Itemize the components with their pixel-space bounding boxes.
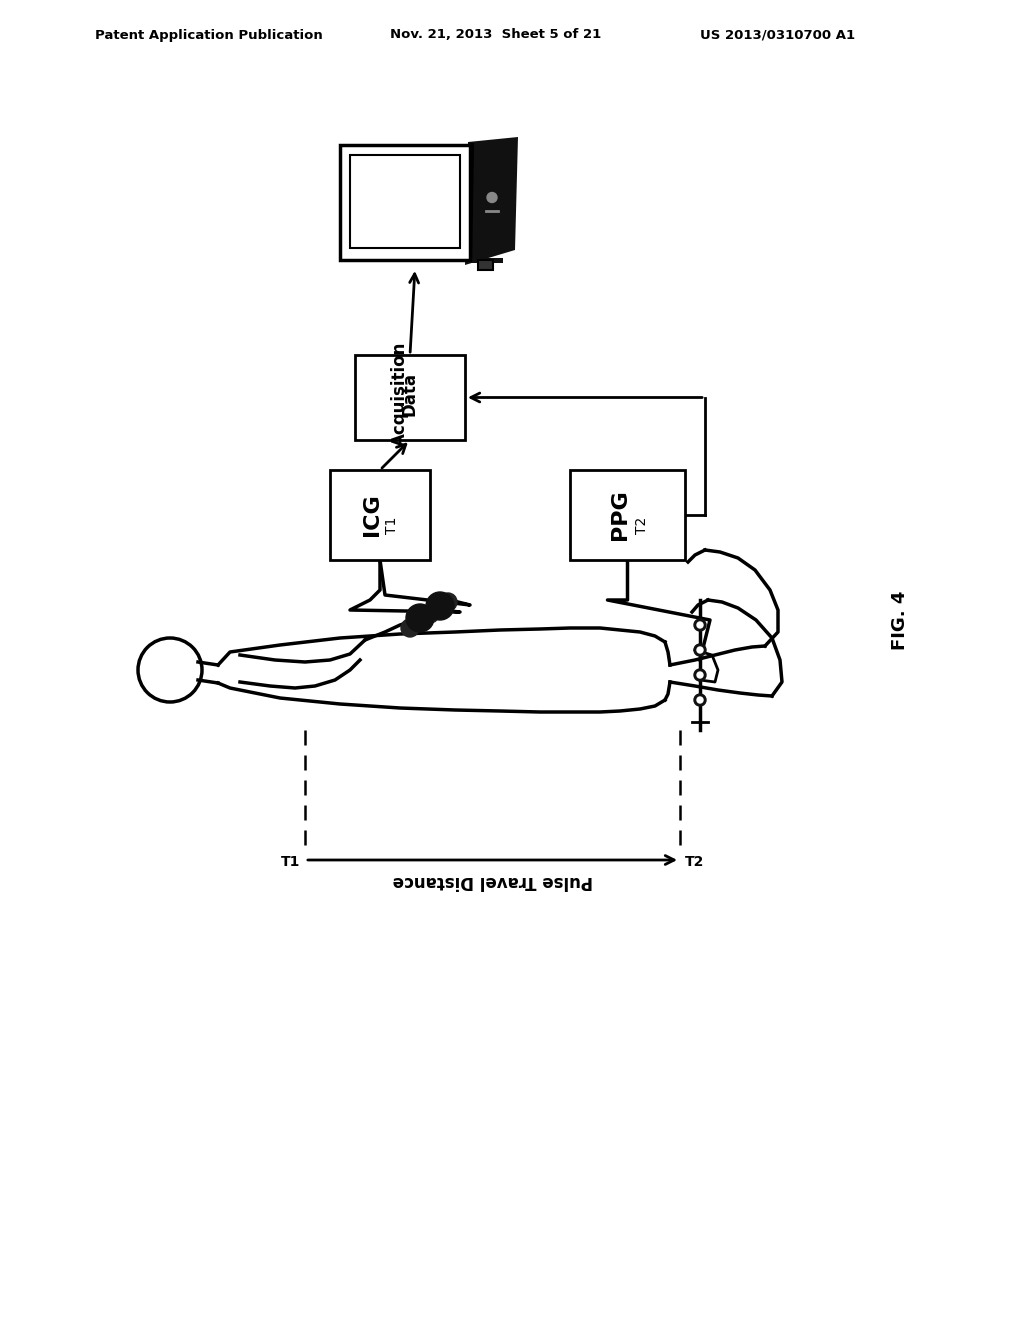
Text: FIG. 4: FIG. 4 (891, 590, 909, 649)
Circle shape (697, 647, 703, 653)
Text: T2: T2 (635, 516, 648, 533)
Text: Nov. 21, 2013  Sheet 5 of 21: Nov. 21, 2013 Sheet 5 of 21 (390, 29, 601, 41)
Circle shape (421, 605, 439, 623)
Circle shape (406, 605, 434, 632)
Text: PPG: PPG (609, 490, 630, 540)
FancyBboxPatch shape (468, 257, 503, 263)
Text: US 2013/0310700 A1: US 2013/0310700 A1 (700, 29, 855, 41)
Text: Patent Application Publication: Patent Application Publication (95, 29, 323, 41)
FancyBboxPatch shape (570, 470, 685, 560)
Circle shape (694, 669, 706, 681)
Text: Data: Data (401, 371, 419, 416)
Circle shape (697, 622, 703, 628)
Text: Pulse Travel Distance: Pulse Travel Distance (392, 873, 593, 890)
Circle shape (694, 619, 706, 631)
FancyBboxPatch shape (355, 355, 465, 440)
Text: ICG: ICG (362, 494, 382, 536)
Text: T1: T1 (385, 516, 399, 533)
Text: T2: T2 (685, 855, 705, 869)
Circle shape (697, 697, 703, 704)
FancyBboxPatch shape (350, 154, 460, 248)
FancyBboxPatch shape (340, 145, 470, 260)
FancyBboxPatch shape (330, 470, 430, 560)
FancyBboxPatch shape (478, 260, 493, 271)
Polygon shape (465, 137, 518, 265)
Circle shape (697, 672, 703, 678)
Text: T1: T1 (281, 855, 300, 869)
Circle shape (439, 593, 457, 611)
Text: Acquisition: Acquisition (391, 342, 409, 446)
Circle shape (694, 644, 706, 656)
Circle shape (401, 619, 419, 638)
Circle shape (426, 591, 454, 620)
Circle shape (694, 694, 706, 706)
Circle shape (487, 193, 497, 202)
